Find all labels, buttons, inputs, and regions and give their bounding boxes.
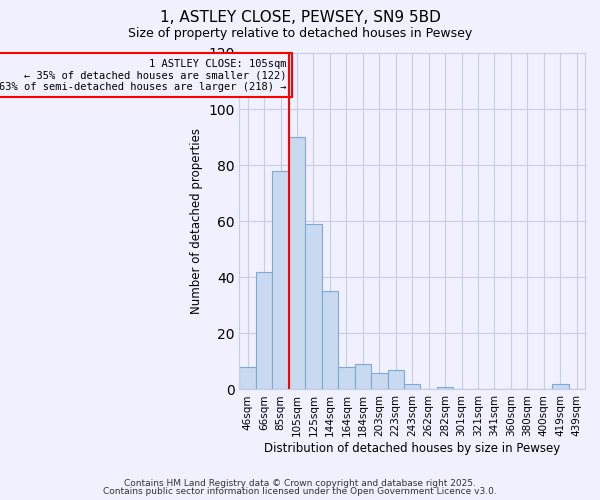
Text: Size of property relative to detached houses in Pewsey: Size of property relative to detached ho… bbox=[128, 28, 472, 40]
Bar bbox=[355, 364, 371, 390]
Bar bbox=[256, 272, 272, 390]
Text: Contains HM Land Registry data © Crown copyright and database right 2025.: Contains HM Land Registry data © Crown c… bbox=[124, 478, 476, 488]
Text: 1, ASTLEY CLOSE, PEWSEY, SN9 5BD: 1, ASTLEY CLOSE, PEWSEY, SN9 5BD bbox=[160, 10, 440, 25]
Bar bbox=[437, 386, 454, 390]
X-axis label: Distribution of detached houses by size in Pewsey: Distribution of detached houses by size … bbox=[264, 442, 560, 455]
Bar bbox=[322, 292, 338, 390]
Bar bbox=[371, 372, 388, 390]
Bar bbox=[404, 384, 421, 390]
Text: 1 ASTLEY CLOSE: 105sqm
← 35% of detached houses are smaller (122)
63% of semi-de: 1 ASTLEY CLOSE: 105sqm ← 35% of detached… bbox=[0, 58, 286, 92]
Bar bbox=[338, 367, 355, 390]
Bar bbox=[552, 384, 569, 390]
Text: Contains public sector information licensed under the Open Government Licence v3: Contains public sector information licen… bbox=[103, 487, 497, 496]
Y-axis label: Number of detached properties: Number of detached properties bbox=[190, 128, 203, 314]
Bar bbox=[305, 224, 322, 390]
Bar bbox=[388, 370, 404, 390]
Bar bbox=[272, 171, 289, 390]
Bar bbox=[239, 367, 256, 390]
Bar bbox=[289, 137, 305, 390]
